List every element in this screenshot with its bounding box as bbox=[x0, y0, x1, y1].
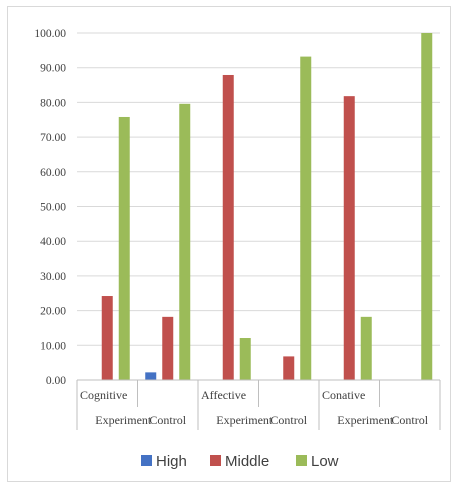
category-label: Control bbox=[391, 413, 428, 427]
group-label: Cognitive bbox=[80, 388, 127, 402]
gridlines bbox=[77, 32, 440, 346]
x-axis bbox=[76, 379, 441, 430]
y-tick-label: 100.00 bbox=[34, 28, 66, 40]
legend-label-high: High bbox=[156, 453, 187, 470]
legend-swatch-low bbox=[296, 455, 307, 466]
y-tick-label: 40.00 bbox=[40, 236, 66, 248]
y-tick-label: 30.00 bbox=[40, 271, 66, 283]
category-label: Experiment bbox=[337, 413, 394, 427]
bars bbox=[101, 33, 433, 381]
legend-label-low: Low bbox=[311, 453, 339, 470]
y-axis-tick-labels: 0.00 10.00 20.00 30.00 40.00 50.00 60.00 70.00 8… bbox=[34, 28, 66, 387]
bar-low bbox=[118, 116, 130, 380]
bar-high bbox=[145, 372, 157, 380]
legend-label-middle: Middle bbox=[225, 453, 269, 470]
category-label: Control bbox=[149, 413, 186, 427]
y-tick-label: 60.00 bbox=[40, 167, 66, 179]
y-tick-label: 20.00 bbox=[40, 306, 66, 318]
y-tick-label: 0.00 bbox=[46, 375, 66, 387]
y-tick-label: 10.00 bbox=[40, 340, 66, 352]
group-label: Conative bbox=[322, 388, 365, 402]
legend: High Middle Low bbox=[141, 453, 339, 470]
bar-middle bbox=[162, 316, 174, 380]
bar-low bbox=[239, 338, 251, 380]
category-label: Experiment bbox=[216, 413, 273, 427]
bar-low bbox=[300, 56, 312, 380]
bar-middle bbox=[343, 96, 355, 381]
bar-middle bbox=[101, 296, 113, 380]
group-label: Affective bbox=[201, 388, 246, 402]
legend-swatch-middle bbox=[210, 455, 221, 466]
y-tick-label: 80.00 bbox=[40, 97, 66, 109]
bar-low bbox=[421, 33, 433, 380]
category-label: Control bbox=[270, 413, 307, 427]
bar-low bbox=[360, 316, 372, 380]
y-tick-label: 90.00 bbox=[40, 63, 66, 75]
y-tick-label: 50.00 bbox=[40, 202, 66, 214]
bar-middle bbox=[222, 74, 234, 380]
bar-middle bbox=[283, 356, 295, 380]
category-label: Experiment bbox=[95, 413, 152, 427]
y-tick-label: 70.00 bbox=[40, 132, 66, 144]
bar-low bbox=[179, 103, 191, 381]
legend-swatch-high bbox=[141, 455, 152, 466]
